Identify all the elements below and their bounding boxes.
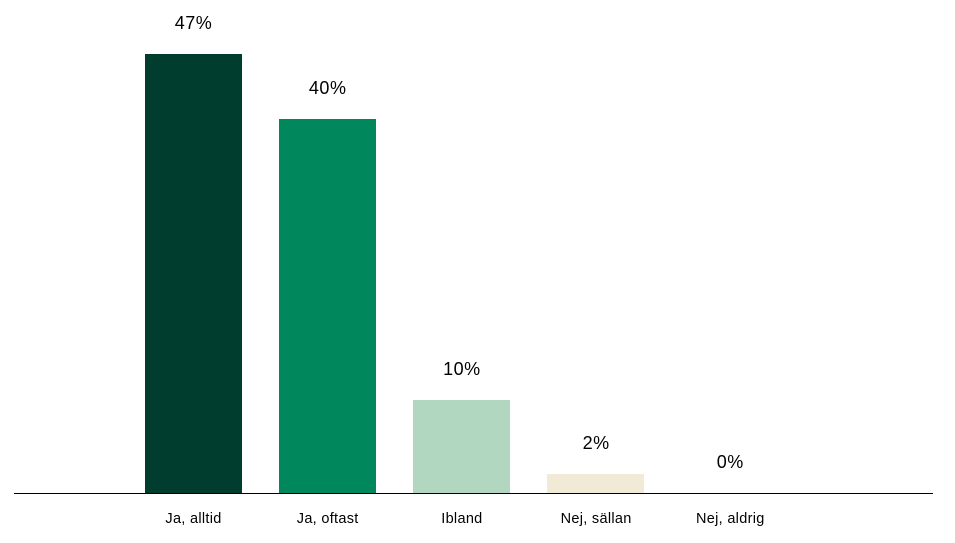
bar — [547, 474, 645, 493]
bar-group: 0% Nej, aldrig — [663, 0, 797, 543]
bar-value-label: 10% — [443, 358, 481, 379]
bar — [144, 54, 242, 493]
x-axis-line — [14, 493, 933, 494]
category-label: Ja, alltid — [165, 511, 222, 527]
bar — [278, 119, 376, 493]
category-label: Nej, aldrig — [696, 511, 765, 527]
bar-value-label: 0% — [716, 452, 744, 472]
bar-value-label: 2% — [582, 433, 610, 454]
bar-value-label: 40% — [308, 78, 347, 99]
bar — [412, 399, 510, 493]
category-label: Nej, sällan — [560, 511, 632, 527]
bar-group: 10% Ibland — [395, 0, 529, 543]
bar-value-label: 47% — [174, 13, 213, 34]
category-label: Ja, oftast — [296, 511, 359, 527]
category-label: Ibland — [441, 511, 483, 527]
bar-group: 47% Ja, alltid — [127, 0, 261, 543]
bar-group: 40% Ja, oftast — [261, 0, 395, 543]
bar-group: 2% Nej, sällan — [529, 0, 663, 543]
